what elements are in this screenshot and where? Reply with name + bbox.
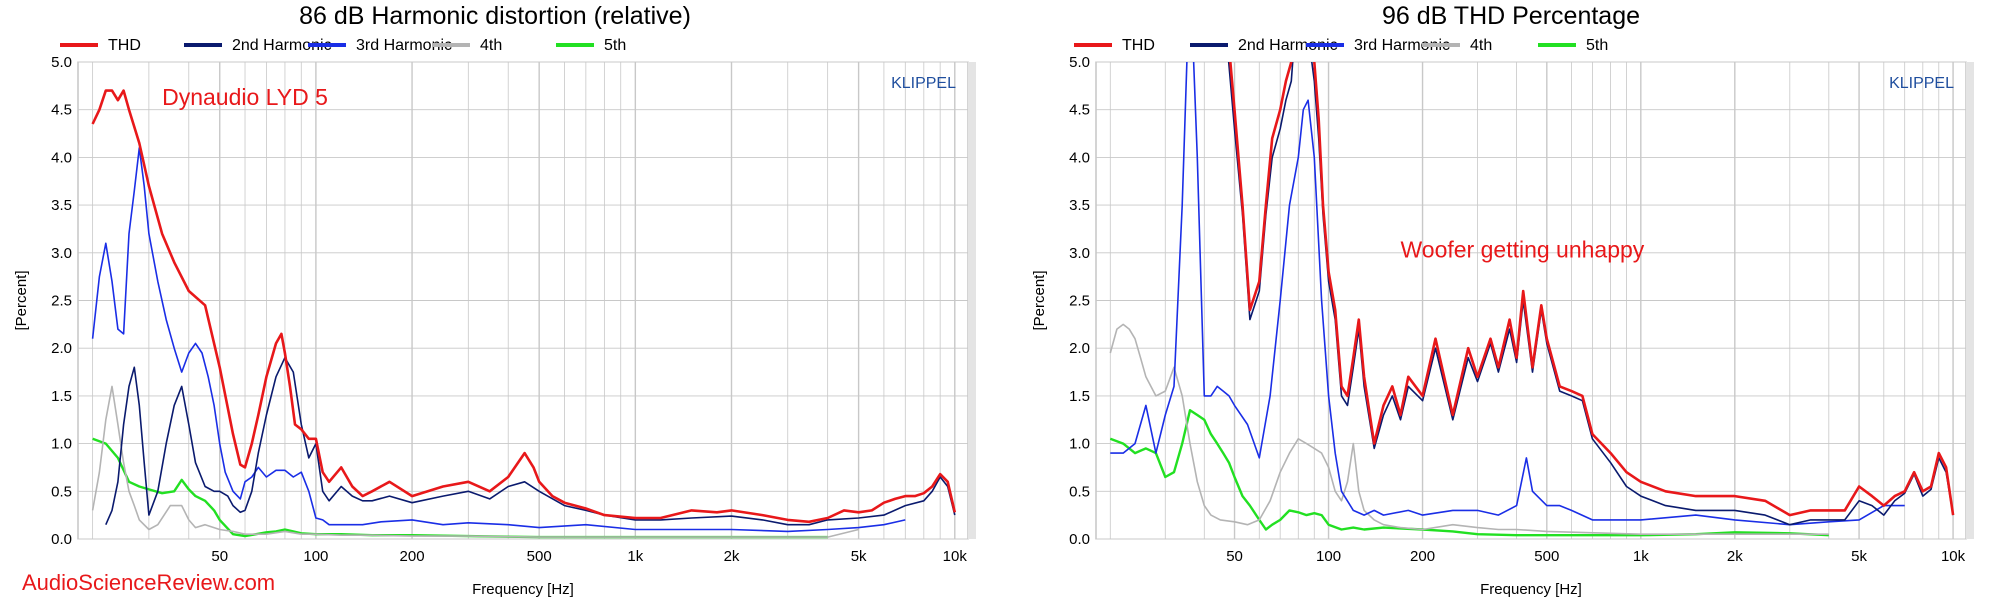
y-tick-label: 3.0 xyxy=(1069,245,1090,262)
x-tick-label: 10k xyxy=(1941,548,1966,565)
x-axis-label: Frequency [Hz] xyxy=(1480,581,1582,598)
y-axis-label: [Percent] xyxy=(1031,270,1048,330)
x-tick-label: 100 xyxy=(1316,548,1341,565)
x-tick-label: 50 xyxy=(1226,548,1243,565)
series-group xyxy=(91,89,957,539)
series-line-thd xyxy=(91,89,957,524)
y-tick-label: 2.0 xyxy=(51,340,72,357)
y-tick-label: 4.0 xyxy=(1069,149,1090,166)
x-tick-label: 200 xyxy=(400,548,425,565)
klippel-logo-text: KLIPPEL xyxy=(891,75,956,92)
series-line-3rd-harmonic xyxy=(1110,62,1905,526)
y-tick-label: 5.0 xyxy=(51,54,72,71)
x-tick-label: 1k xyxy=(627,548,643,565)
watermark-text: AudioScienceReview.com xyxy=(22,570,275,595)
x-tick-label: 500 xyxy=(527,548,552,565)
y-tick-label: 0.5 xyxy=(1069,483,1090,500)
legend-label-3rd-harmonic: 3rd Harmonic xyxy=(1354,37,1450,54)
annotation-text: Woofer getting unhappy xyxy=(1401,237,1645,263)
y-tick-label: 0.5 xyxy=(51,483,72,500)
x-tick-label: 2k xyxy=(1727,548,1743,565)
series-line-2nd-harmonic xyxy=(105,356,956,526)
plot-side-band xyxy=(1966,62,1974,539)
y-tick-label: 1.0 xyxy=(51,436,72,453)
legend-label-5th: 5th xyxy=(604,37,626,54)
x-tick-label: 5k xyxy=(851,548,867,565)
legend-label-4th: 4th xyxy=(480,37,502,54)
series-group xyxy=(1109,62,1955,537)
y-tick-label: 2.0 xyxy=(1069,340,1090,357)
chart-title: 96 dB THD Percentage xyxy=(1382,2,1640,30)
y-tick-label: 3.5 xyxy=(1069,197,1090,214)
x-tick-label: 1k xyxy=(1633,548,1649,565)
series-line-thd xyxy=(1229,62,1955,517)
x-tick-label: 500 xyxy=(1534,548,1559,565)
x-tick-label: 100 xyxy=(303,548,328,565)
chart-96db-thd-percentage: 96 dB THD Percentage THD 2nd Harmonic 3rd H… xyxy=(1031,2,1974,598)
series-line-4th xyxy=(1109,323,1829,536)
annotation-text: Dynaudio LYD 5 xyxy=(162,84,328,110)
y-tick-label: 1.0 xyxy=(1069,436,1090,453)
y-tick-label: 1.5 xyxy=(51,388,72,405)
series-line-4th xyxy=(91,385,859,538)
legend-label-thd: THD xyxy=(108,37,141,54)
grid xyxy=(78,61,968,540)
x-tick-label: 2k xyxy=(724,548,740,565)
x-tick-label: 200 xyxy=(1410,548,1435,565)
y-tick-label: 4.5 xyxy=(1069,102,1090,119)
grid xyxy=(1096,61,1966,540)
klippel-logo-text: KLIPPEL xyxy=(1889,75,1954,92)
y-tick-label: 0.0 xyxy=(51,531,72,548)
legend-label-4th: 4th xyxy=(1470,37,1492,54)
y-tick-label: 3.0 xyxy=(51,245,72,262)
y-tick-label: 4.5 xyxy=(51,102,72,119)
legend-label-5th: 5th xyxy=(1586,37,1608,54)
legend-label-thd: THD xyxy=(1122,37,1155,54)
series-line-3rd-harmonic xyxy=(91,147,906,533)
legend-label-2nd-harmonic: 2nd Harmonic xyxy=(1238,37,1338,54)
y-axis-label: [Percent] xyxy=(13,270,30,330)
x-tick-label: 5k xyxy=(1851,548,1867,565)
y-tick-label: 4.0 xyxy=(51,149,72,166)
legend-label-2nd-harmonic: 2nd Harmonic xyxy=(232,37,332,54)
series-line-2nd-harmonic xyxy=(1227,62,1954,526)
x-axis-label: Frequency [Hz] xyxy=(472,581,574,598)
y-tick-label: 0.0 xyxy=(1069,531,1090,548)
y-tick-label: 2.5 xyxy=(51,293,72,310)
y-tick-label: 3.5 xyxy=(51,197,72,214)
chart-86db-harmonic-distortion: 86 dB Harmonic distortion (relative) THD 2… xyxy=(13,2,976,598)
chart-title: 86 dB Harmonic distortion (relative) xyxy=(299,2,691,30)
plot-side-band xyxy=(968,62,976,539)
x-tick-label: 10k xyxy=(943,548,968,565)
y-tick-label: 5.0 xyxy=(1069,54,1090,71)
legend-label-3rd-harmonic: 3rd Harmonic xyxy=(356,37,452,54)
series-line-5th xyxy=(1109,409,1829,537)
y-tick-label: 2.5 xyxy=(1069,293,1090,310)
y-tick-label: 1.5 xyxy=(1069,388,1090,405)
x-tick-label: 50 xyxy=(211,548,228,565)
